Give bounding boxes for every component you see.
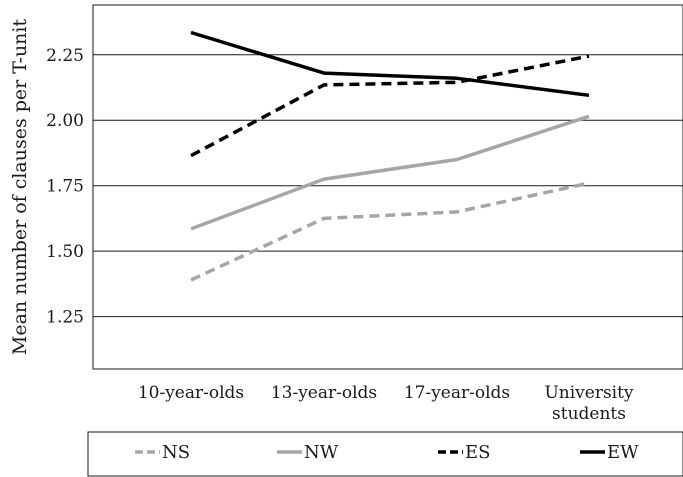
series-line-ew [190,30,590,98]
series-line-nw [190,114,590,231]
y-tick-label: 1.25 [46,308,84,328]
x-tick-label: 17-year-olds [404,383,510,403]
gridlines [93,54,683,318]
y-tick-label: 1.50 [46,242,84,262]
legend-label-ns: NS [162,442,190,463]
x-tick-label: 10-year-olds [138,383,244,403]
x-tick-label: 13-year-olds [271,383,377,403]
y-axis-label: Mean number of clauses per T-unit [9,19,31,356]
legend: NS NW ES EW [135,442,639,463]
legend-label-es: ES [465,442,490,463]
series-line-es [190,54,590,158]
legend-box [87,431,683,477]
series-lines [190,30,590,282]
legend-label-ew: EW [607,442,639,463]
series-line-ns [190,181,590,282]
y-tick-label: 1.75 [46,177,84,197]
x-tick-label: University students [544,383,633,424]
legend-label-nw: NW [304,442,339,463]
y-tick-label: 2.00 [46,111,84,131]
y-tick-label: 2.25 [46,46,84,66]
plot-frame [92,4,683,370]
x-axis-ticks: 10-year-olds 13-year-olds 17-year-olds Univ… [138,383,634,424]
y-axis-ticks: 1.25 1.50 1.75 2.00 2.25 [46,46,84,328]
